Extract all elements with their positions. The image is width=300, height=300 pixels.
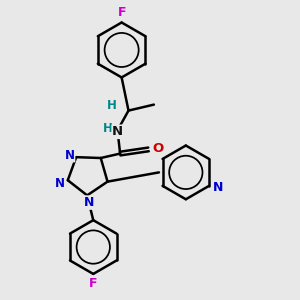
Text: H: H	[107, 99, 117, 112]
Text: O: O	[153, 142, 164, 155]
Text: H: H	[103, 122, 113, 135]
Text: N: N	[213, 181, 223, 194]
Text: N: N	[64, 149, 75, 162]
Text: N: N	[112, 125, 123, 138]
Text: N: N	[55, 177, 65, 190]
Text: F: F	[117, 6, 126, 19]
Text: N: N	[84, 196, 94, 209]
Text: F: F	[89, 277, 98, 290]
